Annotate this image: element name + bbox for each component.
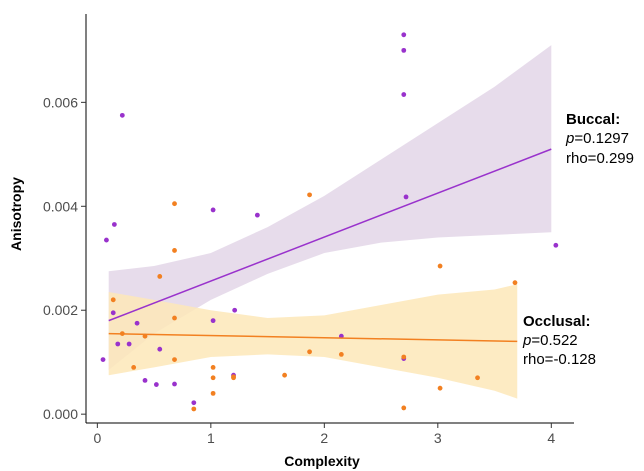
occlusal-point xyxy=(210,390,216,396)
buccal-regression-line xyxy=(108,148,552,322)
y-tick-label: 0.002 xyxy=(43,302,78,318)
x-axis-title: Complexity xyxy=(284,453,360,469)
occlusal-point xyxy=(110,297,116,303)
occlusal-p-symbol: p xyxy=(522,332,531,349)
data-points xyxy=(100,32,559,412)
buccal-point xyxy=(126,341,132,347)
buccal-point xyxy=(210,318,216,324)
buccal-point xyxy=(119,112,125,118)
buccal-annotation-rho: rho=0.299 xyxy=(566,150,634,167)
occlusal-point xyxy=(172,248,177,253)
y-tick-label: 0.006 xyxy=(43,94,78,110)
occlusal-p-value: =0.522 xyxy=(531,332,577,349)
occlusal-point xyxy=(401,405,407,411)
buccal-p-symbol: p xyxy=(565,130,574,147)
buccal-point xyxy=(401,32,407,38)
buccal-point xyxy=(401,92,407,97)
buccal-annotation-p: p=0.1297 xyxy=(565,130,629,147)
occlusal-point xyxy=(401,354,407,360)
x-tick-label: 4 xyxy=(547,430,555,446)
buccal-annotation-title: Buccal: xyxy=(566,111,620,128)
occlusal-point xyxy=(210,364,216,370)
occlusal-point xyxy=(131,364,137,370)
occlusal-point xyxy=(191,406,197,412)
confidence-bands xyxy=(108,45,552,399)
buccal-annotation: Buccal: p=0.1297 rho=0.299 xyxy=(565,111,634,167)
occlusal-point xyxy=(282,372,288,378)
y-axis-ticks: 0.000 0.002 0.004 0.006 xyxy=(43,94,86,422)
buccal-point xyxy=(100,357,106,362)
buccal-point xyxy=(232,307,238,313)
buccal-point xyxy=(157,346,163,352)
x-tick-label: 1 xyxy=(207,430,215,446)
occlusal-point xyxy=(172,201,177,207)
occlusal-point xyxy=(437,263,443,269)
occlusal-point xyxy=(172,315,177,321)
buccal-point xyxy=(153,382,159,387)
occlusal-regression-line xyxy=(108,332,518,343)
buccal-point xyxy=(134,320,140,326)
occlusal-point xyxy=(172,357,177,362)
axes: 0 1 2 3 4 0.000 0.002 0.004 0.006 xyxy=(43,14,574,446)
occlusal-point xyxy=(338,352,344,357)
occlusal-point xyxy=(475,375,480,381)
buccal-point xyxy=(403,194,409,200)
regression-lines xyxy=(108,148,552,343)
buccal-point xyxy=(172,381,177,387)
buccal-point xyxy=(110,310,116,316)
buccal-confidence-band xyxy=(108,45,552,370)
x-tick-label: 3 xyxy=(434,430,442,446)
y-axis-title: Anisotropy xyxy=(8,177,24,251)
occlusal-point xyxy=(307,349,312,355)
occlusal-point xyxy=(307,192,312,198)
buccal-point xyxy=(191,400,197,406)
y-tick-label: 0.004 xyxy=(43,198,78,214)
buccal-point xyxy=(401,47,407,53)
buccal-p-value: =0.1297 xyxy=(574,130,629,147)
buccal-point xyxy=(104,237,109,243)
occlusal-annotation-p: p=0.522 xyxy=(522,332,578,349)
buccal-point xyxy=(115,341,121,347)
x-tick-label: 2 xyxy=(320,430,328,446)
occlusal-point xyxy=(157,274,163,279)
buccal-point xyxy=(210,207,216,213)
buccal-point xyxy=(254,212,260,218)
buccal-point xyxy=(111,222,117,227)
occlusal-confidence-band xyxy=(108,284,518,399)
y-tick-label: 0.000 xyxy=(43,406,78,422)
occlusal-point xyxy=(231,374,236,380)
occlusal-annotation-rho: rho=-0.128 xyxy=(523,351,596,368)
buccal-point xyxy=(553,242,559,248)
occlusal-annotation: Occlusal: p=0.522 rho=-0.128 xyxy=(522,313,596,368)
occlusal-point xyxy=(210,375,216,381)
occlusal-point xyxy=(512,280,518,286)
occlusal-annotation-title: Occlusal: xyxy=(523,313,591,330)
x-axis-ticks: 0 1 2 3 4 xyxy=(93,423,555,446)
occlusal-point xyxy=(437,385,443,391)
buccal-point xyxy=(142,377,148,383)
x-tick-label: 0 xyxy=(93,430,101,446)
